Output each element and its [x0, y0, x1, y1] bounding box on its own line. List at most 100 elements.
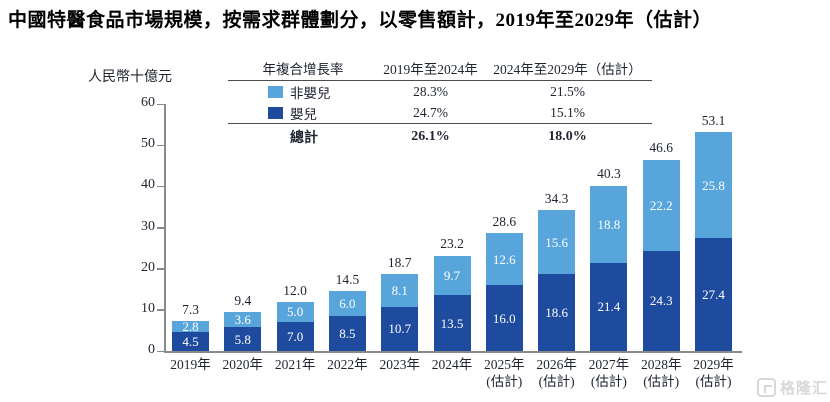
x-axis-label: 2023年 — [379, 357, 420, 372]
y-axis-tick — [157, 185, 164, 188]
x-axis-label: 2029年 (估計) — [684, 357, 744, 391]
y-axis-tick — [157, 103, 164, 105]
bar-segment-infant: 27.4 — [695, 238, 732, 351]
y-axis-tick-label: 40 — [141, 177, 155, 193]
x-axis-estimate-label: (估計) — [695, 373, 732, 389]
x-axis-label: 2022年 — [327, 357, 368, 372]
bar-segment-infant: 24.3 — [642, 250, 680, 351]
x-axis-estimate-label: (估計) — [486, 373, 523, 389]
x-axis-estimate-label: (估計) — [590, 373, 627, 389]
bar-2020年: 3.6 5.8 — [224, 312, 262, 351]
bar-segment-non-infant: 22.2 — [642, 159, 680, 251]
bar-total-label: 23.2 — [440, 236, 464, 252]
bar-segment-infant: 7.0 — [276, 322, 314, 351]
cagr-value-infant-p2: 15.1% — [550, 104, 585, 120]
cagr-row-infant: 嬰兒 24.7% 15.1% — [228, 102, 652, 123]
x-axis-estimate-label: (估計) — [538, 373, 575, 389]
legend-label-non-infant: 非嬰兒 — [290, 85, 331, 101]
y-axis-tick-label: 10 — [141, 300, 155, 316]
y-axis-tick — [157, 309, 164, 311]
x-axis-label: 2025年 (估計) — [474, 357, 534, 391]
bar-segment-non-infant: 6.0 — [328, 291, 366, 317]
legend-label-infant: 嬰兒 — [290, 106, 317, 122]
x-axis-label: 2028年 (估計) — [631, 357, 691, 391]
bar-segment-non-infant: 3.6 — [224, 312, 262, 328]
bar-segment-infant: 18.6 — [538, 274, 576, 351]
bar-segment-infant: 5.8 — [224, 327, 262, 351]
bar-segment-infant: 13.5 — [433, 295, 471, 351]
bar-2027年: 18.8 21.4 — [590, 185, 628, 351]
bar-segment-non-infant: 8.1 — [381, 273, 419, 307]
bar-segment-infant: 4.5 — [172, 332, 209, 351]
cagr-value-non-infant-p2: 21.5% — [550, 83, 585, 99]
legend-swatch-infant — [268, 106, 283, 119]
bar-total-label: 53.1 — [701, 113, 726, 129]
x-axis-label: 2021年 — [274, 357, 316, 372]
cagr-total-label: 總計 — [290, 131, 318, 146]
bar-segment-non-infant: 15.6 — [538, 210, 576, 275]
cagr-value-infant-p1: 24.7% — [413, 104, 448, 120]
x-axis-label: 2026年 (估計) — [527, 357, 587, 391]
bar-segment-non-infant: 18.8 — [590, 185, 628, 263]
bar-2026年: 15.6 18.6 — [538, 210, 576, 351]
bar-total-label: 7.3 — [182, 301, 199, 317]
cagr-total-p1: 26.1% — [411, 129, 450, 144]
cagr-header-period1: 2019年至2024年 — [383, 62, 478, 77]
cagr-row-non-infant: 非嬰兒 28.3% 21.5% — [228, 81, 652, 102]
bar-segment-infant: 10.7 — [381, 306, 419, 351]
bar-segment-infant: 16.0 — [485, 285, 523, 351]
cagr-header-period2: 2024年至2029年（估計） — [493, 62, 642, 77]
bar-2028年: 22.2 24.3 — [642, 159, 680, 351]
y-axis-tick — [157, 144, 164, 147]
cagr-table-header: 年複合增長率 2019年至2024年 2024年至2029年（估計） — [228, 56, 652, 81]
bar-segment-non-infant: 12.6 — [485, 233, 523, 286]
bar-2029年: 25.8 27.4 — [695, 132, 732, 351]
x-axis-label: 2020年 — [222, 357, 264, 372]
y-axis-tick-label: 30 — [141, 218, 155, 234]
gelonghui-logo-icon — [756, 378, 776, 397]
cagr-row-total: 總計 26.1% 18.0% — [228, 123, 652, 150]
watermark-text: 格隆汇 — [779, 381, 828, 397]
bar-total-label: 18.7 — [387, 255, 412, 271]
bar-2024年: 9.7 13.5 — [433, 255, 471, 351]
x-axis-label: 2019年 — [170, 357, 211, 372]
bar-2023年: 8.1 10.7 — [381, 273, 419, 351]
bar-total-label: 40.3 — [597, 166, 621, 182]
y-axis-tick-label: 50 — [141, 136, 155, 152]
x-axis-line — [164, 351, 742, 353]
x-axis-label: 2027年 (估計) — [579, 357, 639, 391]
bar-total-label: 28.6 — [492, 214, 517, 230]
bar-2025年: 12.6 16.0 — [485, 233, 523, 351]
y-axis-tick-label: 0 — [148, 342, 155, 357]
y-axis-tick — [157, 268, 164, 270]
x-axis-estimate-label: (估計) — [643, 373, 680, 389]
bar-total-label: 34.3 — [544, 190, 569, 206]
legend-swatch-non-infant — [268, 85, 283, 98]
cagr-table: 年複合增長率 2019年至2024年 2024年至2029年（估計） 非嬰兒 2… — [228, 56, 652, 150]
bar-total-label: 12.0 — [283, 282, 307, 298]
chart-title: 中國特醫食品市場規模，按需求群體劃分，以零售額計，2019年至2029年（估計） — [8, 10, 713, 31]
watermark: 格隆汇 — [756, 377, 828, 398]
bar-total-label: 14.5 — [335, 272, 360, 288]
bar-segment-non-infant: 5.0 — [276, 301, 314, 323]
y-axis-tick — [157, 227, 164, 229]
x-axis-label: 2024年 — [431, 357, 473, 372]
cagr-value-non-infant-p1: 28.3% — [413, 83, 448, 99]
bar-2021年: 5.0 7.0 — [276, 301, 314, 351]
y-axis-unit-label: 人民幣十億元 — [88, 70, 172, 85]
bar-2022年: 6.0 8.5 — [328, 291, 366, 351]
cagr-total-p2: 18.0% — [548, 129, 587, 144]
bar-segment-non-infant: 9.7 — [433, 255, 471, 296]
bar-total-label: 9.4 — [234, 293, 252, 309]
y-axis-tick-label: 60 — [141, 95, 155, 110]
cagr-header-metric: 年複合增長率 — [262, 62, 344, 77]
y-axis-tick — [157, 350, 164, 352]
y-axis-line — [164, 104, 166, 351]
bar-2019年: 2.8 4.5 — [172, 320, 209, 351]
bar-segment-infant: 8.5 — [328, 316, 366, 351]
bar-total-label: 46.6 — [649, 140, 673, 156]
bar-segment-non-infant: 25.8 — [695, 132, 732, 239]
bar-segment-non-infant: 2.8 — [172, 320, 209, 333]
bar-segment-infant: 21.4 — [590, 262, 628, 351]
